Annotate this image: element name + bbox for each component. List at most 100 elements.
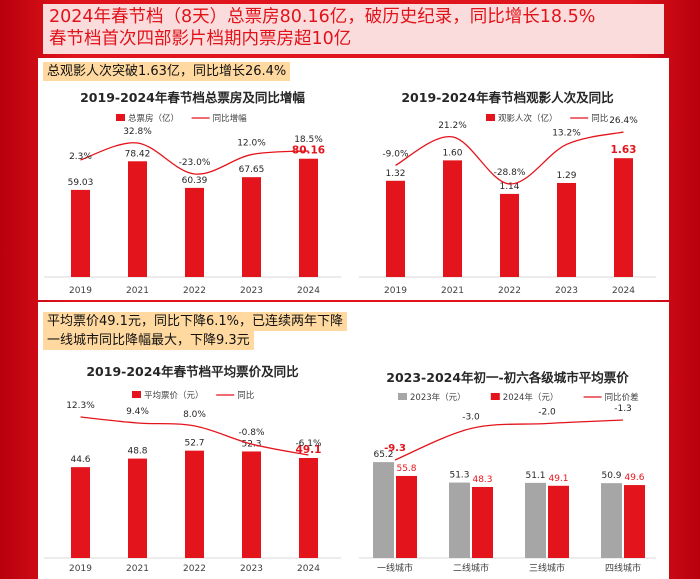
legend-bar-swatch: [486, 114, 495, 121]
legend-bar-swatch: [490, 393, 500, 400]
line-value-label: -0.8%: [238, 428, 265, 438]
headline-line-1: 2024年春节档（8天）总票房80.16亿，破历史纪录，同比增长18.5%: [49, 7, 596, 27]
bar: [299, 457, 318, 558]
line-value-label: -2.0: [538, 408, 556, 418]
category-label: 2022: [183, 564, 206, 574]
bar-value-label: 52.7: [184, 439, 204, 449]
bar: [128, 161, 147, 277]
category-label: 2023: [240, 286, 263, 296]
city-tier-price-chart: 2023-2024年初一-初六各级城市平均票价 2023年（元） 2024年（元） 同…: [359, 370, 656, 574]
line-value-label: 9.4%: [126, 407, 149, 417]
bar-value-label: 51.3: [449, 471, 469, 481]
bar-value-label: 49.1: [296, 444, 322, 456]
bar: [601, 483, 622, 558]
bar: [449, 482, 470, 558]
legend-bar-swatch: [132, 391, 141, 398]
line-series-path: [80, 142, 309, 175]
legend-bar-swatch: [398, 393, 407, 400]
category-label: 2023: [555, 286, 578, 296]
bar: [299, 158, 318, 277]
legend-label: 总票房（亿）: [128, 113, 179, 124]
bar-value-label: 60.39: [182, 176, 208, 186]
bar: [500, 193, 519, 277]
category-label: 2024: [612, 286, 635, 296]
line-value-label: 13.2%: [552, 128, 581, 138]
bar: [557, 182, 576, 277]
category-label: 2023: [240, 564, 263, 574]
line-value-label: -28.8%: [494, 168, 526, 178]
line-series-path: [80, 416, 309, 456]
headline-line-2: 春节档首次四部影片档期内票房超10亿: [49, 29, 352, 49]
highlight-tier1-drop: 一线城市同比降幅最大，下降9.3元: [43, 331, 254, 350]
bar-value-label: 65.2: [373, 450, 393, 460]
bar: [443, 160, 462, 277]
line-series-path: [394, 419, 624, 461]
line-value-label: -6.1%: [295, 439, 322, 449]
highlight-audience: 总观影人次突破1.63亿，同比增长26.4%: [43, 62, 291, 81]
line-value-label: 32.8%: [123, 127, 152, 137]
category-label: 2019: [384, 286, 407, 296]
bar-value-label: 80.16: [292, 145, 325, 157]
chart-title: 2019-2024年春节档平均票价及同比: [86, 364, 299, 379]
bar-value-label: 59.03: [68, 178, 94, 188]
line-value-label: -9.0%: [382, 149, 409, 159]
bar: [396, 475, 417, 558]
bar-value-label: 49.1: [548, 474, 568, 484]
bar-value-label: 55.8: [396, 464, 416, 474]
bar: [472, 486, 493, 558]
category-label: 二线城市: [453, 562, 489, 574]
category-label: 三线城市: [529, 562, 565, 574]
category-label: 一线城市: [377, 562, 413, 574]
bar: [624, 485, 645, 558]
chart-title: 2023-2024年初一-初六各级城市平均票价: [386, 370, 629, 385]
bar-value-label: 1.14: [499, 182, 519, 192]
legend-label: 同比: [591, 113, 608, 124]
headline-box: [43, 4, 664, 54]
line-value-label: 12.0%: [237, 139, 266, 149]
category-label: 2021: [441, 286, 464, 296]
bar-value-label: 49.6: [624, 473, 644, 483]
category-label: 四线城市: [605, 562, 641, 574]
chart-title: 2019-2024年春节档总票房及同比增幅: [80, 90, 305, 105]
bar: [525, 482, 546, 558]
bar: [185, 187, 204, 277]
legend-label: 观影人次（亿）: [498, 113, 558, 124]
line-value-label: 8.0%: [183, 410, 206, 420]
category-label: 2022: [498, 286, 521, 296]
bar-value-label: 78.42: [125, 149, 151, 159]
line-value-label: 18.5%: [294, 135, 323, 145]
bar-value-label: 48.8: [127, 447, 147, 457]
chart-title: 2019-2024年春节档观影人次及同比: [401, 90, 614, 105]
bar: [242, 451, 261, 558]
category-label: 2019: [69, 564, 92, 574]
line-value-label: -1.3: [614, 404, 632, 414]
bar-value-label: 51.1: [525, 471, 545, 481]
line-value-label: -23.0%: [179, 158, 211, 168]
legend-label: 平均票价（元）: [144, 390, 204, 401]
category-label: 2021: [126, 286, 149, 296]
bar-value-label: 1.60: [442, 148, 462, 158]
line-value-label: 21.2%: [438, 121, 467, 131]
legend-label: 同比: [237, 390, 254, 401]
legend-label: 2024年（元）: [503, 392, 559, 403]
bar: [128, 458, 147, 558]
line-value-label: 26.4%: [609, 116, 638, 126]
bar-value-label: 1.32: [385, 169, 405, 179]
bar-value-label: 44.6: [70, 455, 90, 465]
line-value-label: -9.3: [384, 443, 406, 454]
line-value-label: 12.3%: [66, 401, 95, 411]
bar: [71, 189, 90, 277]
line-value-label: 2.3%: [69, 152, 92, 162]
bar: [373, 462, 394, 558]
legend-label: 2023年（元）: [410, 392, 466, 403]
category-label: 2024: [297, 286, 320, 296]
bar: [614, 158, 633, 277]
category-label: 2022: [183, 286, 206, 296]
bar-value-label: 50.9: [601, 471, 621, 481]
bar: [71, 467, 90, 558]
line-series-path: [395, 131, 624, 185]
bar-value-label: 1.29: [556, 171, 576, 181]
